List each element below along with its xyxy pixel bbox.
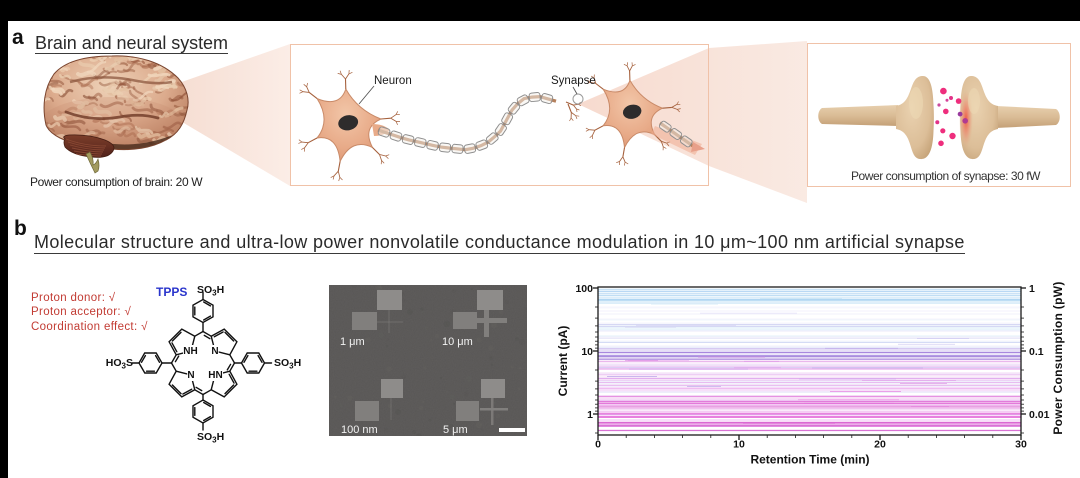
svg-text:Power Consumption (pW): Power Consumption (pW) bbox=[1051, 281, 1065, 434]
svg-text:10: 10 bbox=[581, 346, 593, 358]
svg-text:SO3H: SO3H bbox=[274, 357, 301, 371]
svg-text:10: 10 bbox=[733, 439, 745, 451]
svg-text:N: N bbox=[211, 346, 218, 357]
svg-text:Synapse: Synapse bbox=[551, 75, 596, 87]
svg-text:HO3S: HO3S bbox=[106, 357, 133, 371]
svg-text:NH: NH bbox=[183, 346, 197, 357]
svg-text:Current (pA): Current (pA) bbox=[556, 326, 570, 397]
svg-text:100: 100 bbox=[575, 283, 593, 295]
svg-text:HN: HN bbox=[208, 370, 222, 381]
svg-text:Neuron: Neuron bbox=[374, 75, 412, 87]
svg-text:Retention Time (min): Retention Time (min) bbox=[750, 453, 869, 467]
svg-text:5 μm: 5 μm bbox=[443, 424, 468, 436]
svg-text:0.1: 0.1 bbox=[1029, 346, 1044, 358]
svg-text:10 μm: 10 μm bbox=[442, 336, 473, 348]
svg-text:30: 30 bbox=[1015, 439, 1027, 451]
svg-text:0: 0 bbox=[595, 439, 601, 451]
svg-text:1: 1 bbox=[1029, 283, 1035, 295]
svg-text:0.01: 0.01 bbox=[1029, 409, 1050, 421]
svg-text:SO3H: SO3H bbox=[197, 284, 224, 298]
svg-text:1: 1 bbox=[587, 409, 593, 421]
svg-text:SO3H: SO3H bbox=[197, 431, 224, 445]
svg-text:100 nm: 100 nm bbox=[341, 424, 378, 436]
svg-text:1 μm: 1 μm bbox=[340, 336, 365, 348]
svg-text:20: 20 bbox=[874, 439, 886, 451]
svg-text:N: N bbox=[187, 370, 194, 381]
